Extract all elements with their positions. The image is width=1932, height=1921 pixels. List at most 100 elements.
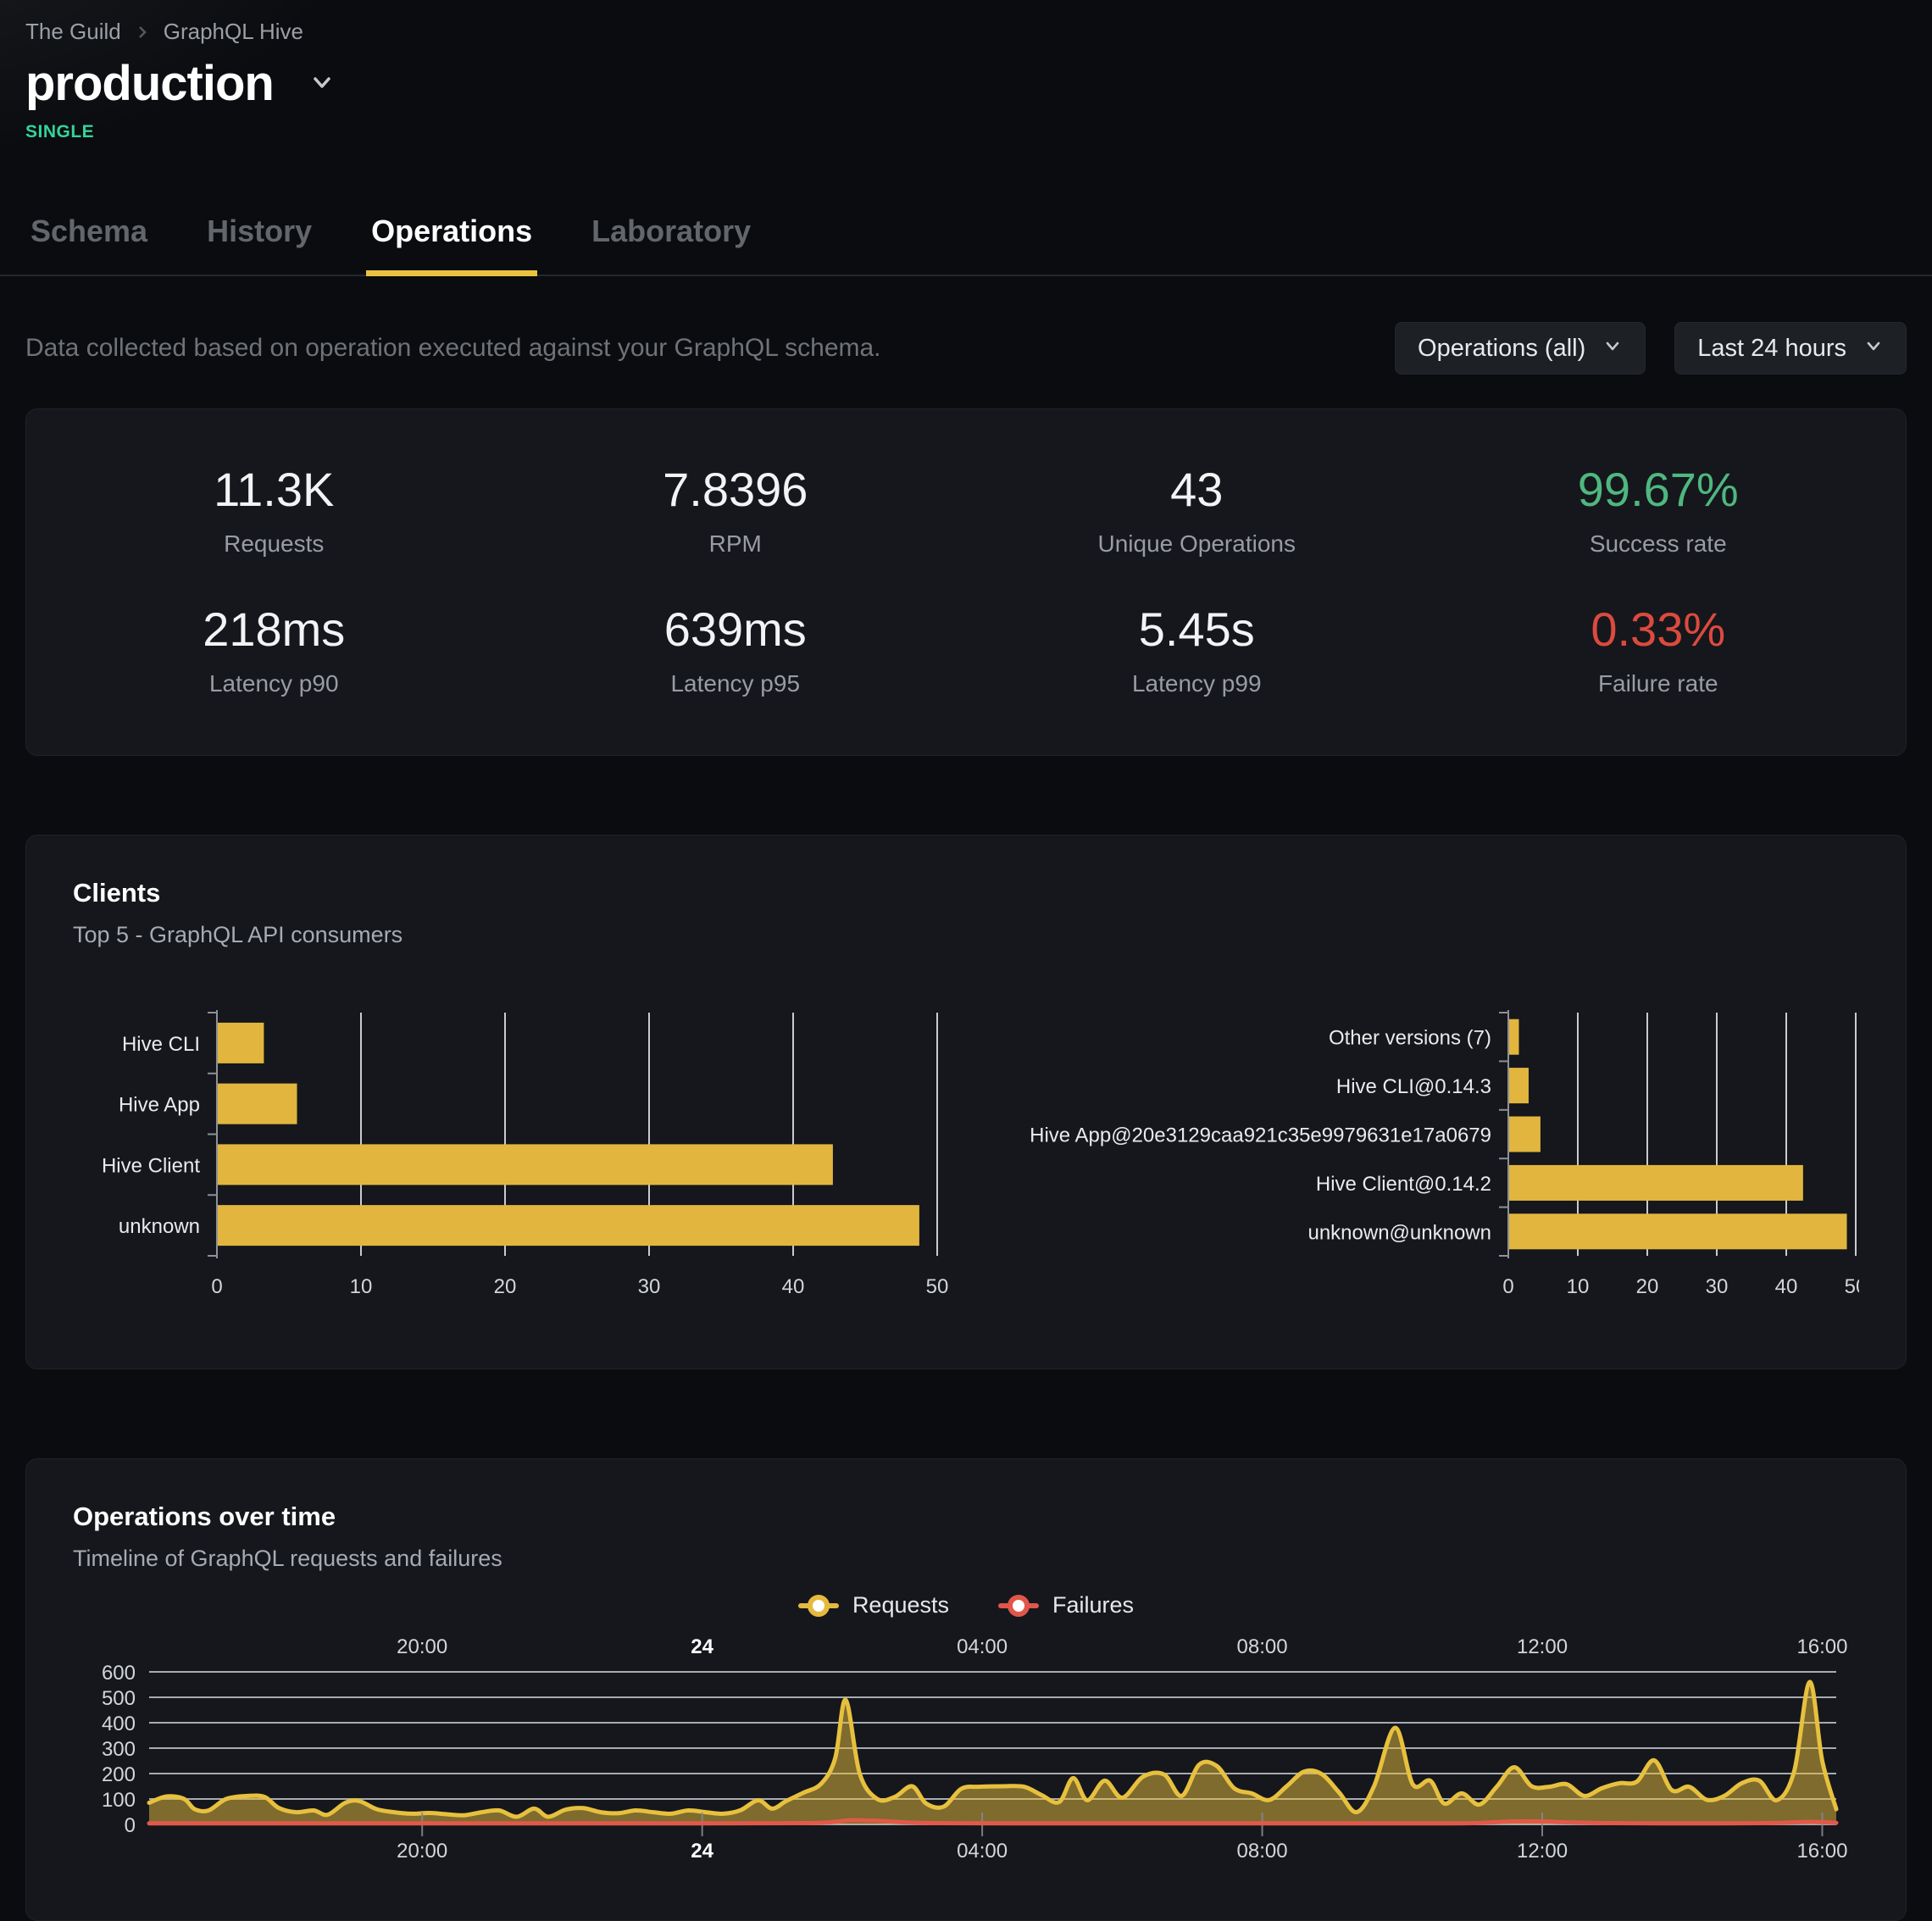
tab-bar: Schema History Operations Laboratory bbox=[0, 214, 1932, 276]
svg-text:16:00: 16:00 bbox=[1796, 1635, 1847, 1658]
bar bbox=[218, 1205, 919, 1246]
clients-card: Clients Top 5 - GraphQL API consumers 0 1… bbox=[25, 835, 1907, 1369]
stat-value: 0.33% bbox=[1591, 602, 1726, 656]
svg-text:0: 0 bbox=[125, 1814, 136, 1837]
clients-card-subtitle: Top 5 - GraphQL API consumers bbox=[73, 922, 403, 947]
legend-item-failures[interactable]: Failures bbox=[998, 1592, 1134, 1618]
svg-text:24: 24 bbox=[691, 1635, 713, 1658]
svg-text:unknown: unknown bbox=[119, 1215, 200, 1238]
stat-value: 7.8396 bbox=[663, 463, 808, 516]
bar-row: Hive CLI@0.14.3 bbox=[1336, 1068, 1529, 1104]
page-header: The Guild GraphQL Hive production SINGLE bbox=[25, 19, 1907, 142]
stat-success-rate: 99.67% Success rate bbox=[1428, 462, 1890, 558]
target-selector-button[interactable] bbox=[308, 68, 336, 99]
bar bbox=[218, 1144, 833, 1185]
operations-filter-dropdown[interactable]: Operations (all) bbox=[1395, 322, 1646, 375]
bar bbox=[1509, 1164, 1803, 1201]
svg-text:30: 30 bbox=[1706, 1275, 1729, 1298]
svg-text:400: 400 bbox=[102, 1713, 136, 1735]
tab-history[interactable]: History bbox=[202, 214, 317, 275]
bar bbox=[218, 1083, 297, 1124]
svg-text:Hive App: Hive App bbox=[119, 1094, 200, 1117]
requests-series-marker-icon bbox=[797, 1594, 839, 1617]
svg-text:100: 100 bbox=[102, 1789, 136, 1812]
stats-card: 11.3K Requests 7.8396 RPM 43 Unique Oper… bbox=[25, 408, 1907, 756]
bar bbox=[1509, 1068, 1529, 1104]
bar-row: unknown@unknown bbox=[1307, 1213, 1847, 1250]
failures-series-marker-icon bbox=[998, 1594, 1040, 1617]
requests-line bbox=[147, 1679, 1839, 1819]
chevron-right-icon bbox=[135, 25, 150, 40]
bar-row: Hive CLI bbox=[122, 1022, 264, 1063]
svg-text:04:00: 04:00 bbox=[957, 1635, 1008, 1658]
stat-label: Latency p95 bbox=[670, 670, 801, 697]
timeline-card-title: Operations over time bbox=[73, 1502, 336, 1531]
legend-label: Requests bbox=[852, 1592, 950, 1618]
bar-row: Hive Client@0.14.2 bbox=[1316, 1164, 1803, 1201]
tab-laboratory[interactable]: Laboratory bbox=[586, 214, 756, 275]
chevron-down-icon bbox=[1863, 335, 1884, 363]
svg-text:08:00: 08:00 bbox=[1237, 1635, 1288, 1658]
clients-card-title: Clients bbox=[73, 878, 161, 908]
bar bbox=[218, 1022, 264, 1063]
svg-text:10: 10 bbox=[1567, 1275, 1590, 1298]
stat-value: 43 bbox=[1170, 463, 1224, 516]
breadcrumb: The Guild GraphQL Hive bbox=[25, 19, 1907, 45]
stat-latency-p95: 639ms Latency p95 bbox=[505, 602, 967, 697]
timeline-card-subtitle: Timeline of GraphQL requests and failure… bbox=[73, 1546, 502, 1571]
svg-text:Hive App@20e3129caa921c35e9979: Hive App@20e3129caa921c35e9979631e17a067… bbox=[1030, 1124, 1491, 1147]
tab-schema[interactable]: Schema bbox=[25, 214, 153, 275]
svg-text:50: 50 bbox=[926, 1275, 949, 1298]
stat-failure-rate: 0.33% Failure rate bbox=[1428, 602, 1890, 697]
stat-value: 5.45s bbox=[1138, 602, 1255, 656]
filter-row: Data collected based on operation execut… bbox=[25, 322, 1907, 375]
stat-label: RPM bbox=[708, 530, 762, 557]
chevron-down-icon bbox=[308, 68, 336, 99]
chevron-down-icon bbox=[1602, 335, 1623, 363]
tab-operations[interactable]: Operations bbox=[366, 214, 538, 276]
operations-filter-value: Operations (all) bbox=[1418, 334, 1586, 362]
timeline-legend: Requests Failures bbox=[73, 1592, 1859, 1618]
svg-text:0: 0 bbox=[211, 1275, 222, 1298]
svg-text:20: 20 bbox=[494, 1275, 517, 1298]
bar-row: Other versions (7) bbox=[1329, 1019, 1519, 1055]
svg-text:Hive CLI@0.14.3: Hive CLI@0.14.3 bbox=[1336, 1075, 1491, 1098]
svg-text:30: 30 bbox=[638, 1275, 661, 1298]
svg-text:08:00: 08:00 bbox=[1237, 1840, 1288, 1863]
bar-row: Hive Client bbox=[102, 1144, 833, 1185]
period-filter-dropdown[interactable]: Last 24 hours bbox=[1674, 322, 1907, 375]
target-mode-badge: SINGLE bbox=[25, 122, 95, 142]
svg-text:20:00: 20:00 bbox=[397, 1840, 447, 1863]
svg-text:20: 20 bbox=[1636, 1275, 1659, 1298]
stat-rpm: 7.8396 RPM bbox=[505, 462, 967, 558]
svg-text:10: 10 bbox=[350, 1275, 373, 1298]
svg-text:12:00: 12:00 bbox=[1517, 1840, 1568, 1863]
stat-latency-p99: 5.45s Latency p99 bbox=[966, 602, 1428, 697]
stat-value: 99.67% bbox=[1577, 463, 1739, 516]
svg-text:24: 24 bbox=[691, 1840, 713, 1863]
bar bbox=[1509, 1213, 1847, 1250]
svg-text:40: 40 bbox=[782, 1275, 805, 1298]
svg-text:04:00: 04:00 bbox=[957, 1840, 1008, 1863]
bar-row: Hive App bbox=[119, 1083, 297, 1124]
svg-text:40: 40 bbox=[1775, 1275, 1798, 1298]
svg-text:Hive CLI: Hive CLI bbox=[122, 1033, 200, 1056]
svg-text:600: 600 bbox=[102, 1662, 136, 1685]
svg-text:0: 0 bbox=[1502, 1275, 1513, 1298]
stat-label: Latency p90 bbox=[208, 670, 339, 697]
page-title: production bbox=[25, 56, 275, 111]
legend-item-requests[interactable]: Requests bbox=[797, 1592, 950, 1618]
stat-label: Requests bbox=[224, 530, 325, 557]
breadcrumb-project[interactable]: GraphQL Hive bbox=[163, 19, 303, 44]
stat-label: Unique Operations bbox=[1097, 530, 1296, 557]
svg-text:300: 300 bbox=[102, 1738, 136, 1761]
svg-text:50: 50 bbox=[1845, 1275, 1859, 1298]
breadcrumb-org[interactable]: The Guild bbox=[25, 19, 121, 44]
svg-text:Hive Client: Hive Client bbox=[102, 1154, 200, 1177]
stat-unique-operations: 43 Unique Operations bbox=[966, 462, 1428, 558]
svg-text:12:00: 12:00 bbox=[1517, 1635, 1568, 1658]
stat-label: Failure rate bbox=[1597, 670, 1718, 697]
bar-row: unknown bbox=[119, 1205, 919, 1246]
stat-value: 639ms bbox=[663, 602, 807, 656]
